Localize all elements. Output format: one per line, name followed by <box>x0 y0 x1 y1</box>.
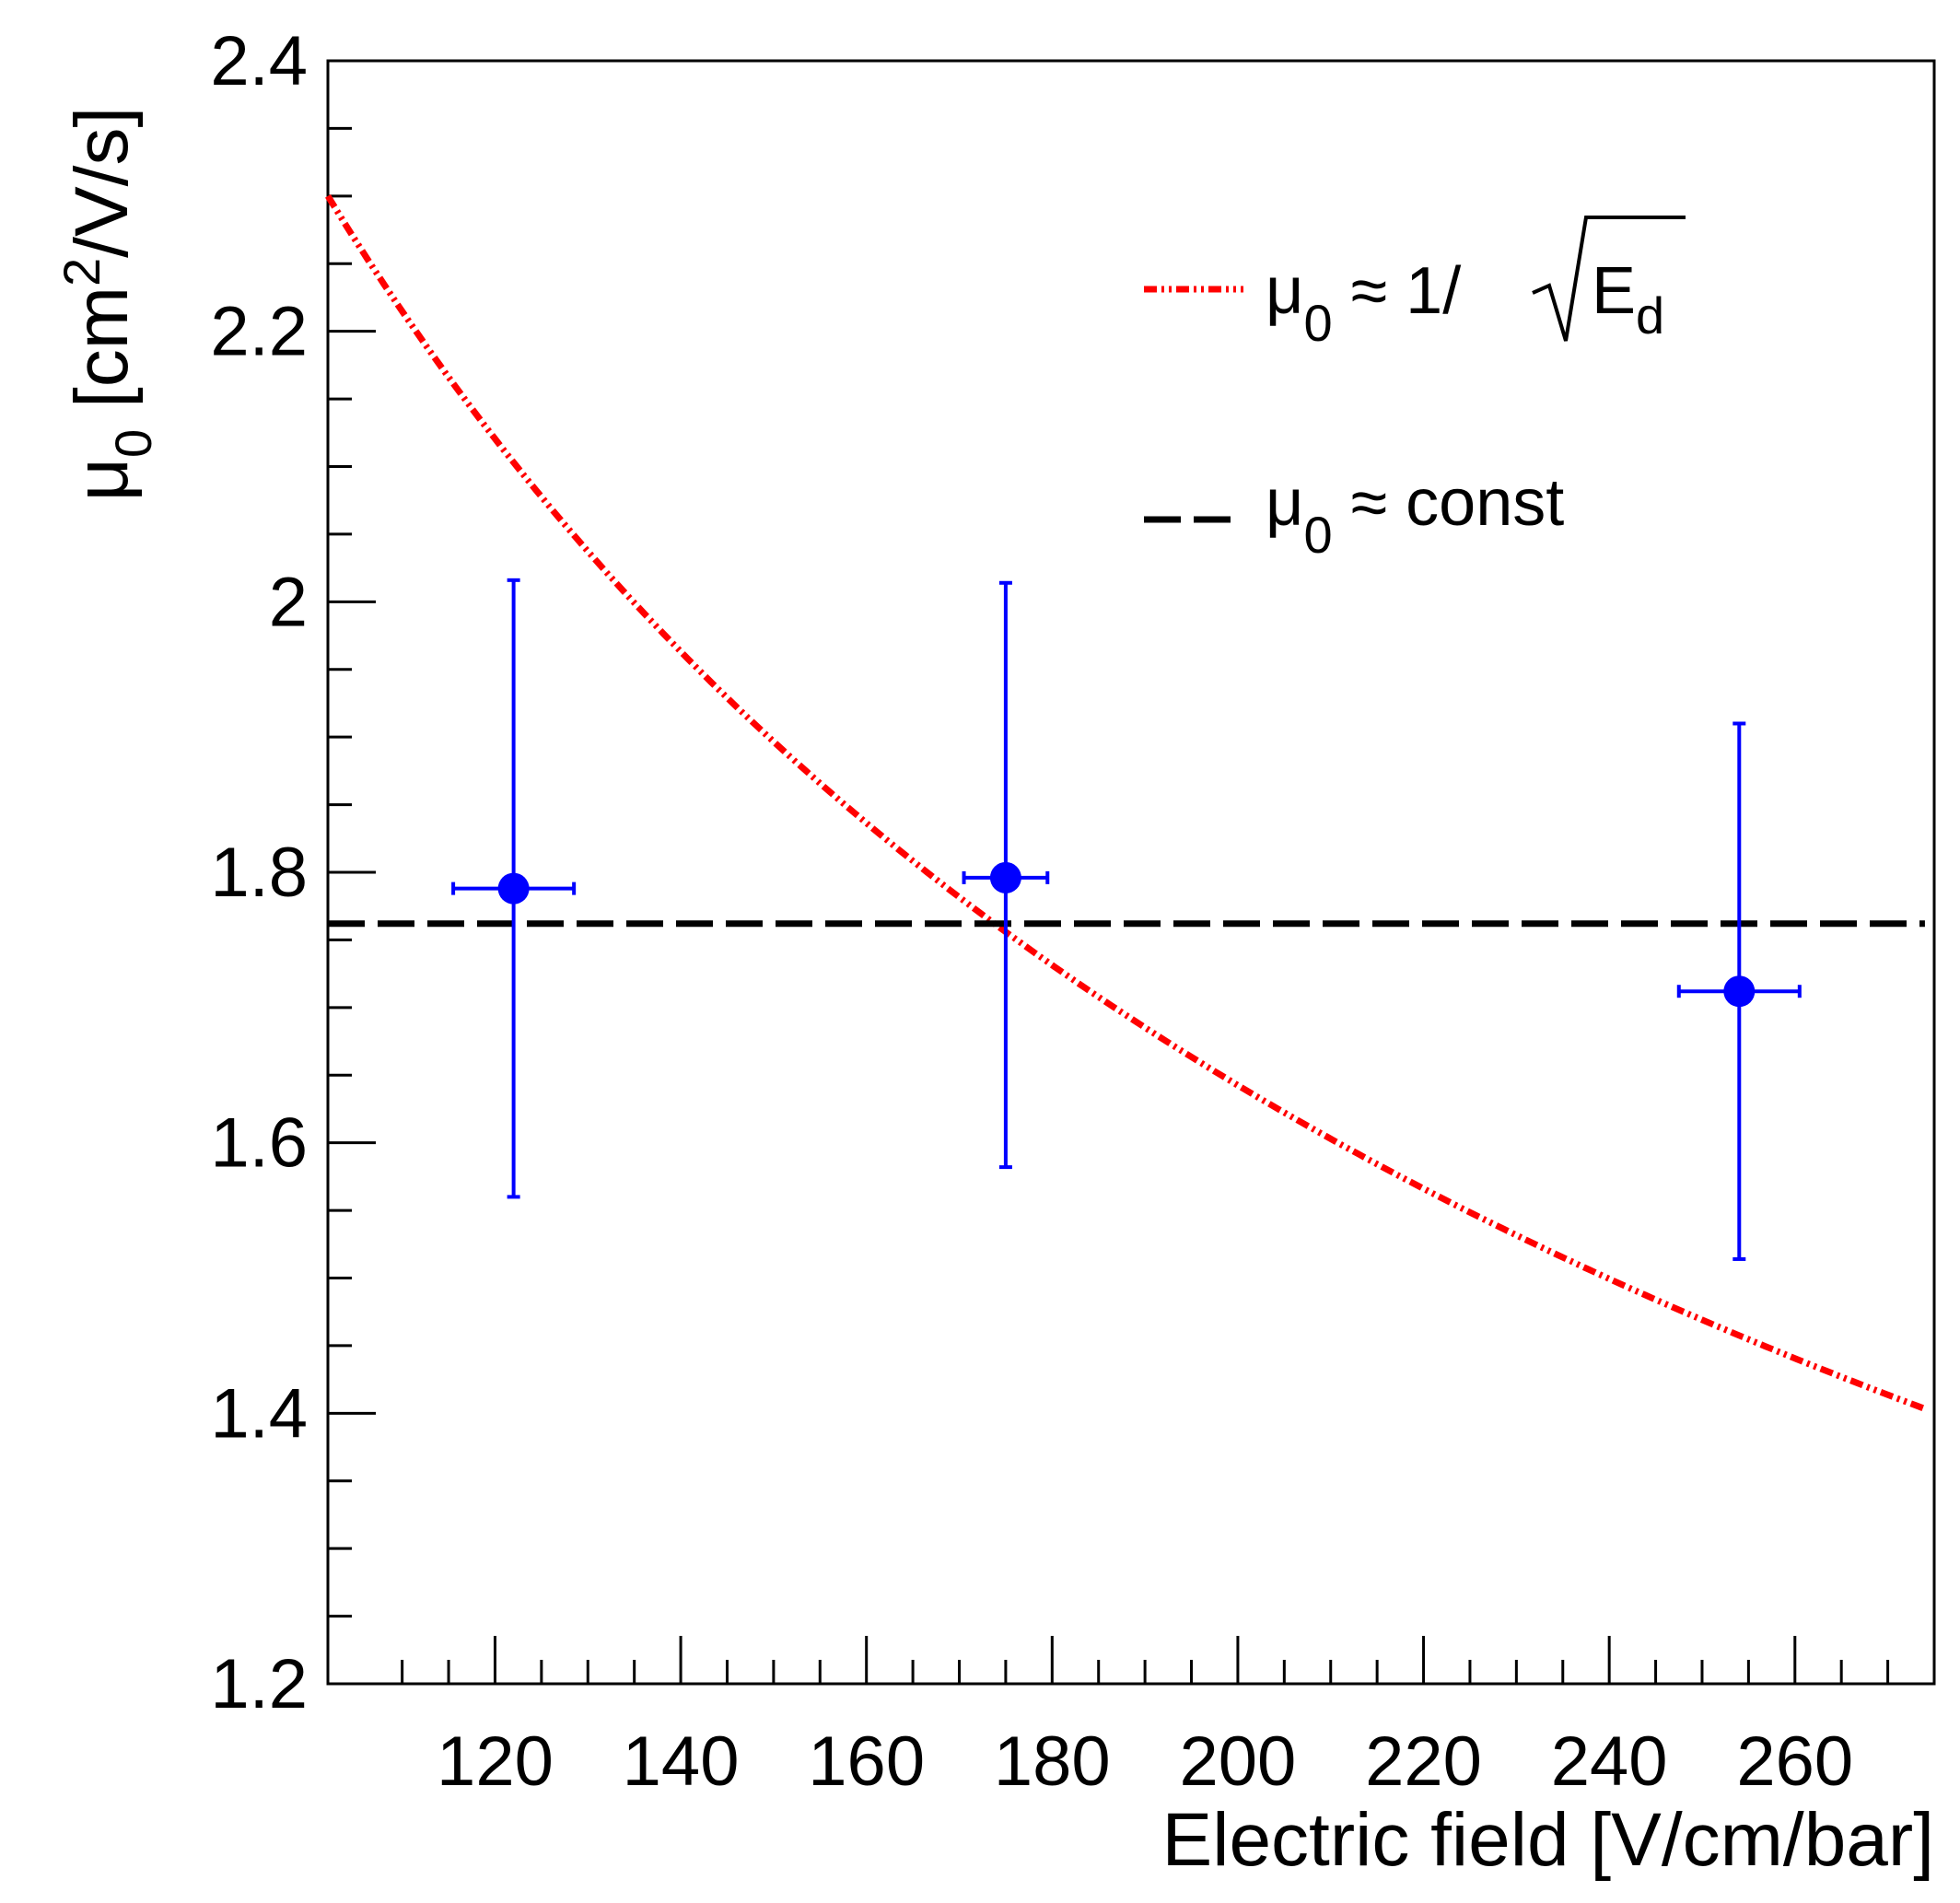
legend-root-e: E <box>1592 254 1636 328</box>
data-marker <box>989 861 1021 893</box>
x-tick-label: 120 <box>437 1722 554 1801</box>
legend-mu-sub: 0 <box>1303 294 1332 352</box>
data-point <box>1676 721 1802 1261</box>
y-axis-mu-sub: 0 <box>104 429 162 458</box>
legend-label-inverse-sqrt: μ0 ≈ 1/ <box>1266 254 1461 352</box>
sqrt-sign-icon <box>1532 216 1686 342</box>
x-tick-label: 180 <box>994 1722 1111 1801</box>
y-tick-label: 1.4 <box>210 1374 308 1453</box>
y-tick-label: 2.2 <box>210 293 308 371</box>
y-tick-labels: 1.2 1.4 1.6 1.8 2 2.2 2.4 <box>210 22 308 1723</box>
x-tick-label: 240 <box>1551 1722 1668 1801</box>
legend-relation: ≈ 1/ <box>1333 254 1462 328</box>
y-axis-unit: [cm <box>60 286 144 429</box>
x-axis-title: Electric field [V/cm/bar] <box>1162 1798 1934 1882</box>
y-axis-mu: μ <box>60 458 144 501</box>
legend-mu-sub-2: 0 <box>1303 506 1332 564</box>
legend-root-sub: d <box>1636 286 1664 344</box>
legend-relation-2: ≈ const <box>1333 466 1565 540</box>
y-tick-label: 2 <box>269 563 308 641</box>
y-tick-label: 1.8 <box>210 834 308 912</box>
legend-root: Ed <box>1592 254 1664 344</box>
x-tick-label: 200 <box>1180 1722 1297 1801</box>
x-tick-labels: 120 140 160 180 200 220 240 260 <box>437 1722 1853 1801</box>
y-tick-label: 2.4 <box>210 22 308 100</box>
y-tick-label: 1.2 <box>210 1645 308 1723</box>
inverse-sqrt-fit-curve <box>325 193 1927 1412</box>
x-tick-label: 260 <box>1736 1722 1853 1801</box>
x-tick-label: 160 <box>808 1722 925 1801</box>
y-axis-unit-sup: 2 <box>52 258 111 286</box>
y-axis-title: μ0 [cm2/V/s] <box>52 107 162 501</box>
legend: μ0 ≈ 1/ Ed μ0 ≈ const <box>1144 216 1686 564</box>
legend-mu-2: μ <box>1266 466 1303 540</box>
plot-frame <box>326 59 1936 1686</box>
data-points <box>451 578 1802 1261</box>
legend-mu: μ <box>1266 254 1303 328</box>
data-marker <box>497 872 530 905</box>
x-tick-label: 220 <box>1365 1722 1482 1801</box>
data-point <box>962 580 1050 1170</box>
axis-ticks <box>328 59 1936 1686</box>
y-tick-label: 1.6 <box>210 1104 308 1183</box>
y-axis-unit-rest: /V/s] <box>60 107 144 258</box>
data-point <box>451 578 577 1199</box>
fit-curves <box>325 193 1927 1412</box>
data-marker <box>1723 975 1756 1008</box>
x-tick-label: 140 <box>623 1722 740 1801</box>
legend-label-const: μ0 ≈ const <box>1266 466 1564 564</box>
